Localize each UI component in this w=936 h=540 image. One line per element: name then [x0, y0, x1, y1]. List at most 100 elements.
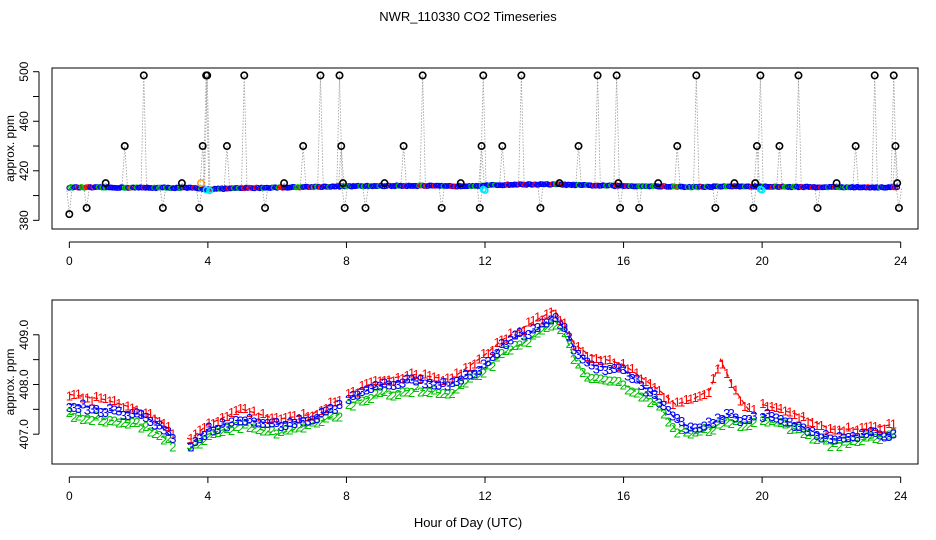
series-3-marker: 3: [723, 406, 730, 421]
series-2-marker: 2: [453, 382, 460, 397]
series-2-marker: 2: [512, 338, 519, 353]
series-1-marker: 1: [597, 353, 604, 368]
series-1-marker: 1: [575, 339, 582, 354]
series-3-marker: 3: [160, 422, 167, 437]
chart-title: NWR_110330 CO2 Timeseries: [379, 9, 557, 24]
top-spike-point: [889, 71, 898, 80]
series-2-marker: 2: [354, 391, 361, 406]
series-2-marker: 2: [782, 416, 789, 431]
series-2-marker: 2: [566, 336, 573, 351]
top-trace-line: [400, 145, 404, 186]
top-orange-point: [197, 179, 205, 188]
series-3-marker: 3: [548, 313, 555, 328]
series-1-marker: 1: [421, 367, 428, 382]
series-2-marker: 2: [313, 415, 320, 430]
series-3-marker: 3: [633, 371, 640, 386]
series-3-marker: 3: [169, 431, 176, 446]
series-1-marker: 1: [228, 405, 235, 420]
series-3-marker: 3: [588, 358, 595, 373]
top-data-point: [894, 184, 901, 191]
series-2-marker: 2: [70, 410, 77, 425]
series-1-marker: 1: [606, 352, 613, 367]
series-1-marker: 1: [129, 401, 136, 416]
series-1-marker: 1: [268, 411, 275, 426]
bottom-x-tick-label: 20: [755, 489, 769, 503]
series-3-marker: 3: [516, 325, 523, 340]
series-3-marker: 3: [660, 398, 667, 413]
series-2-marker: 2: [471, 368, 478, 383]
series-1-marker: 1: [665, 392, 672, 407]
series-2-marker: 2: [741, 419, 748, 434]
series-2-marker: 2: [363, 393, 370, 408]
series-3-marker: 3: [79, 397, 86, 412]
series-2-marker: 2: [777, 415, 784, 430]
series-3-marker: 3: [872, 425, 879, 440]
series-3-marker: 3: [665, 403, 672, 418]
series-2-marker: 2: [309, 414, 316, 429]
series-2-marker: 2: [705, 424, 712, 439]
series-1-marker: 1: [876, 421, 883, 436]
top-spike-point: [851, 142, 860, 151]
top-trace-line: [874, 75, 878, 188]
series-3-marker: 3: [111, 402, 118, 417]
series-2-marker: 2: [701, 421, 708, 436]
series-2-marker: 2: [746, 418, 753, 433]
top-spike-point: [517, 71, 526, 80]
bottom-y-tick-label: 408.0: [17, 369, 31, 399]
top-x-tick-label: 16: [617, 254, 631, 268]
top-spike-point: [399, 142, 408, 151]
top-trace-line: [895, 145, 899, 188]
series-2-marker: 2: [403, 385, 410, 400]
series-1-marker: 1: [394, 370, 401, 385]
series-1-marker: 1: [750, 402, 757, 417]
series-1-marker: 1: [142, 405, 149, 420]
series-1-marker: 1: [232, 403, 239, 418]
series-2-marker: 2: [169, 440, 176, 455]
series-3-marker: 3: [881, 429, 888, 444]
series-2-marker: 2: [327, 408, 334, 423]
top-trace-line: [482, 75, 487, 186]
top-y-tick-label: 420: [17, 160, 31, 180]
series-3-marker: 3: [858, 426, 865, 441]
series-2-marker: 2: [277, 424, 284, 439]
series-2-marker: 2: [75, 409, 82, 424]
series-3-marker: 3: [489, 349, 496, 364]
top-spike-point: [82, 203, 91, 212]
top-spike-point: [894, 203, 903, 212]
series-1-marker: 1: [106, 394, 113, 409]
series-3-marker: 3: [349, 388, 356, 403]
top-spike-point: [280, 179, 289, 188]
series-2-marker: 2: [210, 426, 217, 441]
series-2-marker: 2: [795, 421, 802, 436]
top-trace-line: [339, 75, 343, 187]
series-2-marker: 2: [192, 437, 199, 452]
series-1-marker: 1: [336, 393, 343, 408]
series-1-marker: 1: [642, 374, 649, 389]
series-1-marker: 1: [466, 359, 473, 374]
top-spike-point: [65, 210, 74, 219]
series-1-marker: 1: [255, 409, 262, 424]
series-1-marker: 1: [264, 411, 271, 426]
series-3-marker: 3: [809, 424, 816, 439]
series-2-marker: 2: [584, 369, 591, 384]
series-3-marker: 3: [241, 414, 248, 429]
series-3-marker: 3: [602, 363, 609, 378]
series-3-marker: 3: [282, 418, 289, 433]
series-2-marker: 2: [106, 413, 113, 428]
series-3-marker: 3: [309, 413, 316, 428]
series-2-marker: 2: [714, 416, 721, 431]
series-2-marker: 2: [264, 423, 271, 438]
series-1-marker: 1: [349, 384, 356, 399]
series-2-marker: 2: [764, 414, 771, 429]
series-2-marker: 2: [228, 423, 235, 438]
bottom-y-tick-label: 409.0: [17, 319, 31, 349]
series-3-marker: 3: [867, 424, 874, 439]
series-2-marker: 2: [642, 390, 649, 405]
top-trace-line: [855, 145, 859, 188]
series-3-marker: 3: [106, 401, 113, 416]
series-2-marker: 2: [611, 374, 618, 389]
series-3-marker: 3: [768, 409, 775, 424]
series-1-marker: 1: [147, 406, 154, 421]
series-1-marker: 1: [534, 310, 541, 325]
